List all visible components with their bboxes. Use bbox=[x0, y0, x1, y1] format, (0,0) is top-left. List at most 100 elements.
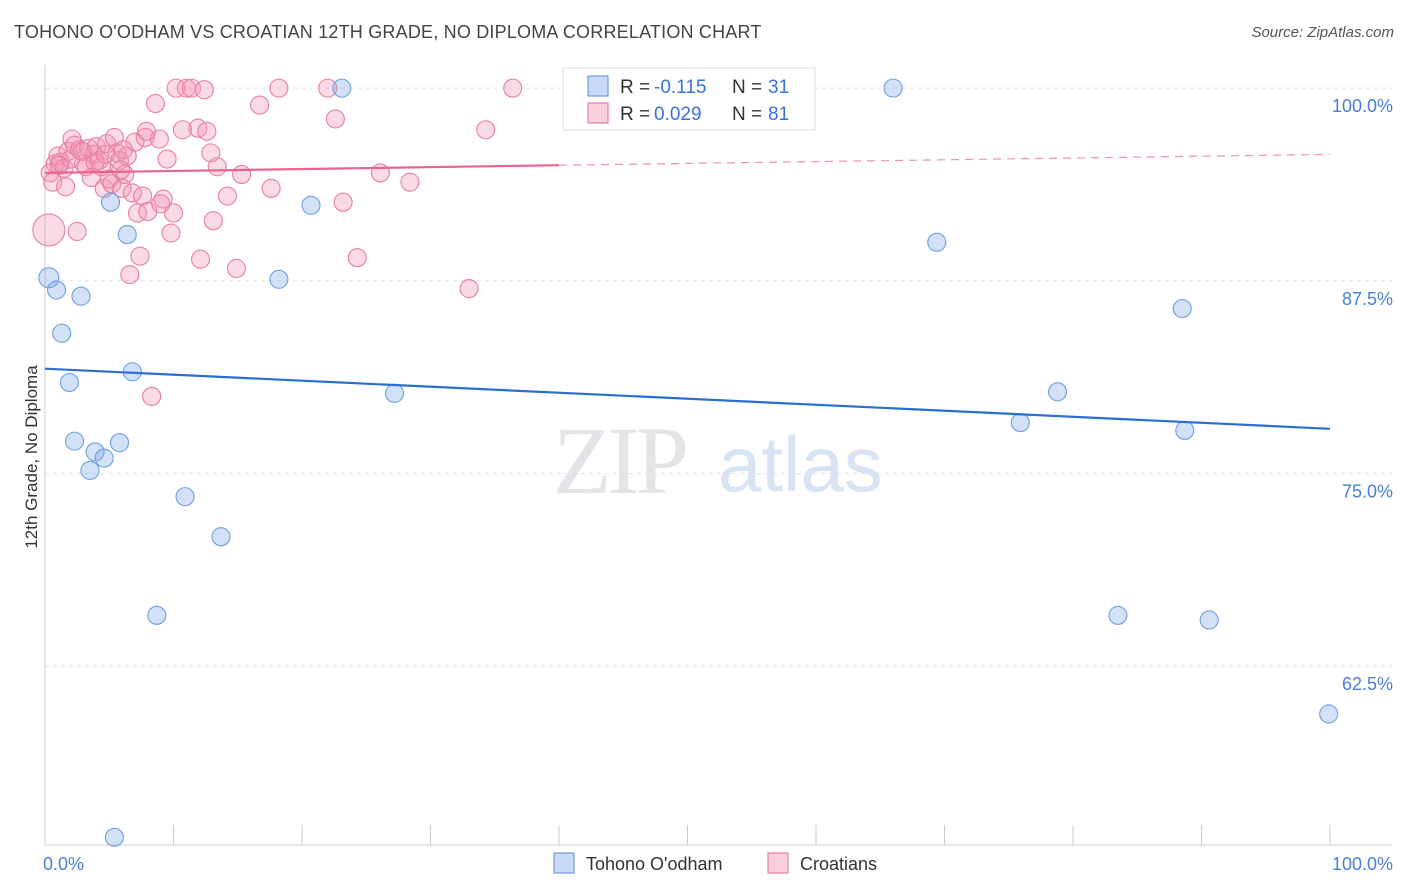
croatians-point-65 bbox=[347, 248, 367, 268]
tohono-trend-line bbox=[44, 367, 1331, 430]
tohono-point-2 bbox=[52, 323, 72, 343]
croatians-point-47 bbox=[166, 78, 186, 98]
croatians-point-44 bbox=[157, 149, 177, 169]
croatians-point-25 bbox=[102, 174, 122, 194]
tohono-point-30 bbox=[1319, 704, 1339, 724]
croatians-point-36 bbox=[130, 246, 150, 266]
tohono-point-9 bbox=[100, 192, 121, 212]
bottom-legend-label-tohono: Tohono O'odham bbox=[586, 854, 723, 874]
croatians-point-32 bbox=[120, 265, 140, 285]
tohono-point-18 bbox=[301, 195, 321, 215]
chart-title: TOHONO O'ODHAM VS CROATIAN 12TH GRADE, N… bbox=[14, 22, 762, 42]
source-label: Source: ZipAtlas.com bbox=[1251, 24, 1394, 41]
croatians-point-54 bbox=[203, 211, 223, 231]
legend-r-value-2: 0.029 bbox=[654, 104, 702, 125]
tohono-point-17 bbox=[269, 269, 289, 289]
croatians-point-78 bbox=[172, 120, 193, 140]
tohono-point-5 bbox=[71, 286, 91, 306]
legend-r-value-1: -0.115 bbox=[654, 77, 706, 98]
tohono-point-15 bbox=[175, 487, 195, 507]
croatians-point-58 bbox=[232, 164, 252, 184]
croatians-point-46 bbox=[163, 203, 184, 223]
trend-lines bbox=[44, 153, 1331, 430]
tohono-point-14 bbox=[147, 605, 167, 625]
bottom-legend: Tohono O'odham Croatians bbox=[553, 852, 877, 874]
legend-n-label-1: N = bbox=[732, 77, 767, 98]
x-tick-label-1: 100.0% bbox=[1332, 854, 1393, 874]
tohono-point-24 bbox=[1010, 413, 1030, 433]
croatians-point-37 bbox=[133, 186, 153, 206]
croatians-point-75 bbox=[111, 160, 131, 180]
croatians-point-29 bbox=[112, 178, 132, 198]
croatians-point-67 bbox=[400, 172, 420, 192]
croatians-point-74 bbox=[95, 144, 115, 164]
bottom-legend-label-croatians: Croatians bbox=[800, 854, 877, 874]
tohono-point-1 bbox=[47, 280, 67, 300]
croatians-point-69 bbox=[476, 120, 496, 140]
tohono-point-27 bbox=[1172, 299, 1192, 319]
legend-n-value-1: 31 bbox=[768, 77, 789, 98]
y-axis-label: 12th Grade, No Diploma bbox=[22, 365, 41, 549]
croatians-trend-extension bbox=[558, 153, 1331, 166]
watermark-zip: ZIP bbox=[553, 407, 686, 514]
tohono-point-6 bbox=[80, 460, 100, 480]
tohono-point-11 bbox=[109, 433, 130, 453]
croatians-point-7 bbox=[56, 177, 76, 197]
croatians-point-57 bbox=[226, 258, 247, 279]
tohono-point-3 bbox=[59, 372, 79, 393]
croatians-point-70 bbox=[503, 78, 523, 98]
tohono-point-8 bbox=[94, 448, 114, 468]
croatians-point-76 bbox=[136, 121, 157, 141]
legend-swatch-pink bbox=[587, 102, 609, 124]
croatians-point-80 bbox=[113, 140, 133, 160]
y-tick-label-1: 87.5% bbox=[1342, 289, 1393, 309]
croatians-point-45 bbox=[161, 223, 181, 243]
croatians-point-40 bbox=[142, 386, 162, 406]
tohono-point-20 bbox=[384, 383, 405, 403]
croatians-point-52 bbox=[197, 121, 217, 141]
croatians-point-79 bbox=[194, 80, 214, 100]
croatians-point-60 bbox=[261, 178, 281, 198]
legend-box bbox=[562, 67, 816, 131]
legend-swatch-blue bbox=[587, 75, 609, 97]
croatians-point-38 bbox=[135, 127, 155, 148]
croatians-point-41 bbox=[145, 93, 166, 114]
x-tick-label-0: 0.0% bbox=[43, 854, 84, 874]
croatians-point-51 bbox=[190, 249, 211, 269]
croatians-point-68 bbox=[459, 278, 479, 299]
bottom-legend-swatch-blue bbox=[553, 852, 575, 874]
croatians-point-53 bbox=[201, 143, 221, 163]
tohono-point-4 bbox=[65, 431, 85, 451]
croatians-point-0 bbox=[32, 213, 66, 247]
tohono-point-12 bbox=[117, 225, 137, 245]
bottom-legend-swatch-pink bbox=[767, 852, 789, 874]
tohono-point-10 bbox=[104, 827, 124, 847]
watermark-atlas: atlas bbox=[718, 420, 883, 508]
y-tick-labels: 100.0% 87.5% 75.0% 62.5% bbox=[1332, 96, 1393, 694]
tohono-point-26 bbox=[1108, 605, 1128, 625]
tohono-point-19 bbox=[332, 78, 352, 98]
tohono-point-23 bbox=[927, 232, 947, 252]
tohono-points bbox=[38, 78, 1339, 847]
croatians-point-18 bbox=[84, 144, 104, 164]
y-tick-label-2: 75.0% bbox=[1342, 481, 1393, 501]
legend-r-label-2: R = bbox=[620, 104, 655, 125]
legend: R = -0.115 N = 31 R = 0.029 N = 81 bbox=[562, 67, 816, 131]
tohono-point-16 bbox=[211, 527, 231, 547]
croatians-point-55 bbox=[207, 157, 227, 177]
croatians-points bbox=[32, 78, 523, 406]
x-tick-labels: 0.0% 100.0% bbox=[43, 854, 1393, 874]
croatians-point-71 bbox=[49, 155, 69, 175]
croatians-point-77 bbox=[151, 194, 171, 214]
tohono-point-28 bbox=[1175, 420, 1195, 440]
tohono-point-22 bbox=[883, 78, 903, 98]
croatians-trend-line bbox=[44, 164, 560, 175]
croatians-point-62 bbox=[318, 78, 338, 98]
legend-r-label-1: R = bbox=[620, 77, 655, 98]
croatians-point-63 bbox=[325, 109, 345, 129]
watermark: ZIP atlas bbox=[553, 407, 883, 514]
axes bbox=[44, 65, 1392, 846]
